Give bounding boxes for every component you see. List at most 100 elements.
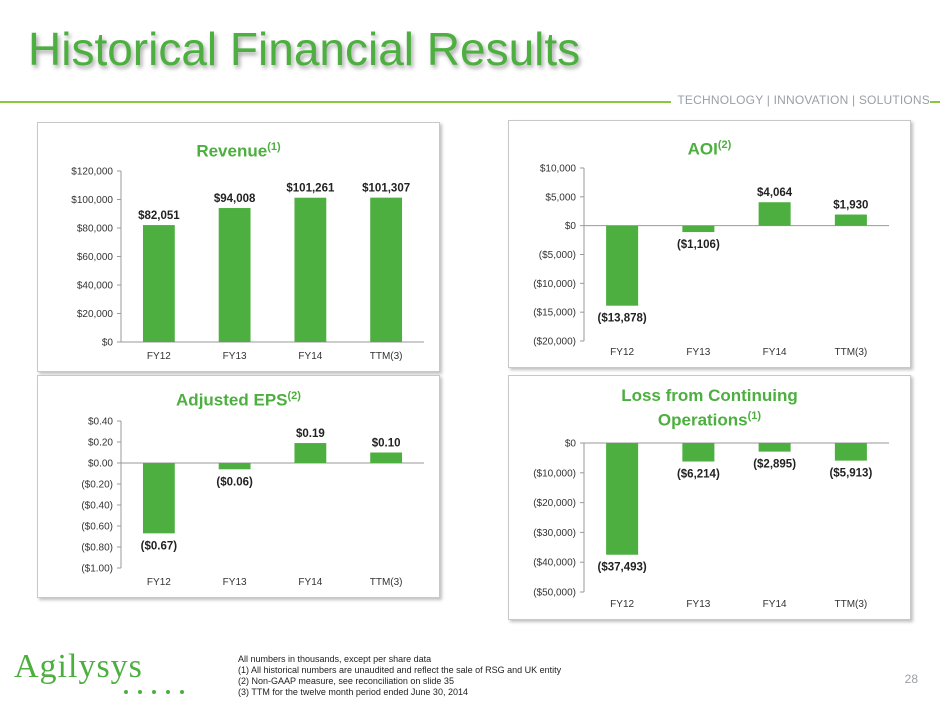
x-tick-label: FY13 (223, 577, 247, 588)
y-tick-label: $0.40 (88, 417, 113, 428)
tagline: TECHNOLOGY | INNOVATION | SOLUTIONS (671, 93, 930, 107)
data-label: ($0.06) (216, 476, 253, 488)
y-tick-label: $0.20 (88, 438, 113, 449)
chart-title-footnote: (2) (287, 390, 301, 402)
bar-ttm3 (834, 443, 867, 461)
chart-title: Adjusted EPS(2) (38, 386, 439, 411)
y-tick-label: $60,000 (77, 252, 114, 263)
bar-fy14 (294, 443, 327, 463)
y-tick-label: $5,000 (545, 192, 576, 203)
y-tick-label: $20,000 (77, 309, 114, 320)
title-divider (0, 101, 940, 103)
y-tick-label: ($0.60) (81, 522, 113, 533)
data-label: $4,064 (757, 187, 793, 199)
x-tick-label: TTM(3) (834, 599, 867, 610)
x-tick-label: FY14 (298, 577, 322, 588)
y-tick-label: ($50,000) (533, 588, 576, 599)
x-tick-label: TTM(3) (370, 351, 403, 362)
x-tick-label: FY13 (686, 347, 710, 358)
data-label: ($0.67) (141, 540, 178, 552)
eps-chart: ($1.00) ($0.80) ($0.60) ($0.40) ($0.20) $0.00… (81, 417, 424, 588)
data-label: $94,008 (214, 193, 256, 205)
y-tick-label: ($0.80) (81, 543, 113, 554)
revenue-chart-panel: Revenue(1) $0 $20,000 $40,000 $60,000 $80,00… (37, 122, 440, 372)
bar-fy14 (758, 443, 791, 452)
y-tick-label: $80,000 (77, 224, 114, 235)
y-tick-label: $0 (102, 338, 114, 349)
x-tick-label: FY12 (147, 577, 171, 588)
chart-title-footnote: (2) (717, 139, 732, 151)
footnote: (1) All historical numbers are unaudited… (238, 665, 562, 675)
x-tick-label: FY13 (223, 351, 247, 362)
data-label: $0.10 (372, 438, 401, 450)
y-tick-label: ($0.40) (81, 501, 113, 512)
chart-title-text: Revenue (196, 141, 268, 161)
chart-title-text-line2: Operations (657, 410, 748, 430)
y-tick-label: $0.00 (88, 459, 113, 470)
y-tick-label: ($20,000) (533, 337, 576, 348)
y-tick-label: ($15,000) (533, 308, 576, 319)
agilysys-logo: Agilysys (14, 648, 194, 696)
bar-fy13 (682, 225, 715, 233)
y-tick-label: $40,000 (77, 281, 114, 292)
x-tick-label: FY13 (686, 599, 710, 610)
bar-fy12 (606, 225, 639, 306)
x-tick-label: FY14 (298, 351, 322, 362)
y-tick-label: ($10,000) (533, 468, 576, 479)
bar-fy13 (218, 208, 251, 342)
bar-ttm3 (834, 214, 867, 226)
chart-title-text: AOI (687, 139, 718, 159)
revenue-chart: $0 $20,000 $40,000 $60,000 $80,000 $100,000 $1… (71, 167, 424, 362)
y-tick-label: $120,000 (71, 167, 113, 178)
chart-title: AOI(2) (509, 135, 910, 160)
footnotes: All numbers in thousands, except per sha… (238, 654, 561, 698)
chart-title-text: Loss from Continuing (621, 386, 798, 405)
y-tick-label: $100,000 (71, 195, 113, 206)
page-number: 28 (904, 672, 918, 686)
x-tick-label: FY12 (610, 347, 634, 358)
y-tick-label: ($20,000) (533, 498, 576, 509)
y-tick-label: ($10,000) (533, 279, 576, 290)
data-label: ($37,493) (598, 562, 647, 574)
bar-fy13 (682, 443, 715, 462)
bar-fy14 (294, 197, 327, 342)
y-tick-label: $0 (565, 221, 577, 232)
chart-title-text: Adjusted EPS (176, 390, 288, 410)
bar-fy14 (758, 202, 791, 226)
x-tick-label: FY12 (147, 351, 171, 362)
loss-chart: ($50,000) ($40,000) ($30,000) ($20,000) ($10… (533, 439, 889, 610)
aoi-chart-panel: AOI(2) ($20,000) ($15,000) ($10,000) ($5,00… (508, 120, 911, 368)
bar-fy12 (606, 443, 639, 555)
footnote: (2) Non-GAAP measure, see reconciliation… (238, 676, 454, 686)
y-tick-label: ($30,000) (533, 528, 576, 539)
logo-wordmark: Agilysys (14, 648, 143, 685)
y-tick-label: ($40,000) (533, 558, 576, 569)
chart-title-footnote: (1) (747, 410, 762, 422)
chart-title: Revenue(1) (38, 137, 439, 162)
y-tick-label: $0 (565, 439, 577, 450)
data-label: $1,930 (833, 200, 868, 212)
data-label: ($13,878) (598, 313, 647, 325)
y-tick-label: ($5,000) (539, 250, 576, 261)
data-label: ($6,214) (677, 469, 720, 481)
x-tick-label: FY12 (610, 599, 634, 610)
data-label: ($5,913) (829, 468, 872, 480)
loss-chart-panel: Loss from Continuing Operations(1) ($50,… (508, 375, 911, 620)
x-tick-label: FY14 (763, 347, 787, 358)
data-label: ($1,106) (677, 239, 720, 251)
chart-title-footnote: (1) (267, 141, 281, 153)
logo-dots (124, 690, 184, 694)
data-label: ($2,895) (753, 459, 796, 471)
page-title: Historical Financial Results (28, 23, 581, 75)
data-label: $101,307 (362, 183, 410, 195)
y-tick-label: ($1.00) (81, 564, 113, 575)
data-label: $0.19 (296, 428, 325, 440)
data-label: $82,051 (138, 210, 180, 222)
y-tick-label: $10,000 (540, 164, 577, 175)
aoi-chart: ($20,000) ($15,000) ($10,000) ($5,000) $0 $5,… (533, 164, 889, 358)
footnote: (3) TTM for the twelve month period ende… (238, 687, 468, 697)
x-tick-label: TTM(3) (370, 577, 403, 588)
eps-chart-panel: Adjusted EPS(2) ($1.00) ($0.80) ($0.60) ($0… (37, 375, 440, 598)
x-tick-label: TTM(3) (834, 347, 867, 358)
chart-title: Loss from Continuing Operations(1) (509, 386, 910, 431)
